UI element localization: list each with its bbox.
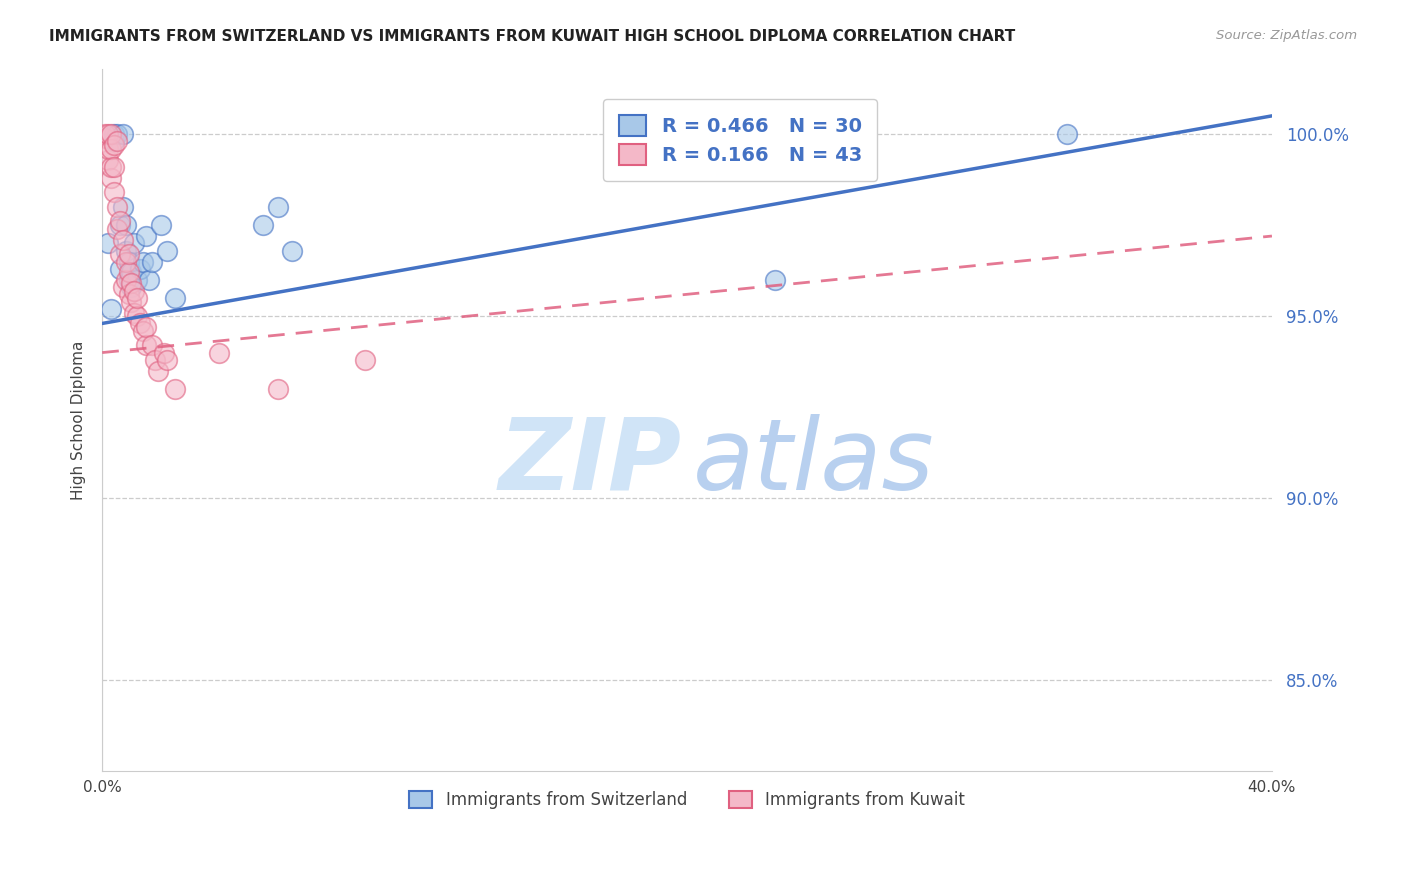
Point: [149, 218, 172, 232]
Point: [97, 236, 120, 251]
Point: [103, 186, 125, 200]
Point: [94, 130, 117, 145]
Point: [111, 127, 134, 141]
Point: [354, 352, 377, 367]
Point: [129, 317, 152, 331]
Point: [132, 254, 155, 268]
Point: [114, 273, 136, 287]
Point: [105, 127, 128, 141]
Text: atlas: atlas: [693, 414, 935, 510]
Point: [132, 324, 155, 338]
Point: [117, 247, 139, 261]
Point: [124, 284, 146, 298]
Point: [117, 254, 139, 268]
Point: [120, 265, 142, 279]
Point: [165, 291, 187, 305]
Point: [105, 134, 128, 148]
Point: [100, 301, 122, 316]
Point: [127, 291, 149, 305]
Point: [1056, 127, 1078, 141]
Text: Source: ZipAtlas.com: Source: ZipAtlas.com: [1216, 29, 1357, 42]
Point: [108, 261, 131, 276]
Point: [127, 273, 149, 287]
Point: [208, 345, 231, 359]
Point: [97, 142, 120, 156]
Point: [103, 160, 125, 174]
Point: [108, 214, 131, 228]
Point: [100, 142, 122, 156]
Y-axis label: High School Diploma: High School Diploma: [72, 340, 86, 500]
Point: [97, 127, 120, 141]
Text: ZIP: ZIP: [498, 414, 682, 510]
Point: [135, 320, 157, 334]
Point: [141, 254, 163, 268]
Point: [155, 352, 177, 367]
Point: [165, 382, 187, 396]
Point: [117, 273, 139, 287]
Point: [105, 221, 128, 235]
Point: [105, 200, 128, 214]
Point: [111, 233, 134, 247]
Point: [138, 273, 160, 287]
Point: [117, 265, 139, 279]
Point: [94, 127, 117, 141]
Point: [124, 236, 146, 251]
Point: [103, 134, 125, 148]
Point: [281, 244, 304, 258]
Point: [103, 138, 125, 153]
Point: [129, 261, 152, 276]
Point: [143, 352, 166, 367]
Point: [100, 127, 122, 141]
Point: [114, 218, 136, 232]
Point: [127, 309, 149, 323]
Point: [120, 294, 142, 309]
Point: [114, 244, 136, 258]
Legend: Immigrants from Switzerland, Immigrants from Kuwait: Immigrants from Switzerland, Immigrants …: [402, 784, 972, 816]
Point: [117, 287, 139, 301]
Point: [97, 153, 120, 167]
Point: [120, 280, 142, 294]
Point: [114, 254, 136, 268]
Point: [111, 200, 134, 214]
Point: [120, 277, 142, 291]
Point: [103, 127, 125, 141]
Point: [141, 338, 163, 352]
Point: [763, 273, 786, 287]
Point: [266, 200, 288, 214]
Text: IMMIGRANTS FROM SWITZERLAND VS IMMIGRANTS FROM KUWAIT HIGH SCHOOL DIPLOMA CORREL: IMMIGRANTS FROM SWITZERLAND VS IMMIGRANT…: [49, 29, 1015, 44]
Point: [152, 345, 174, 359]
Point: [135, 229, 157, 244]
Point: [108, 218, 131, 232]
Point: [266, 382, 288, 396]
Point: [135, 338, 157, 352]
Point: [100, 170, 122, 185]
Point: [108, 247, 131, 261]
Point: [100, 160, 122, 174]
Point: [146, 364, 169, 378]
Point: [111, 280, 134, 294]
Point: [124, 305, 146, 319]
Point: [155, 244, 177, 258]
Point: [252, 218, 274, 232]
